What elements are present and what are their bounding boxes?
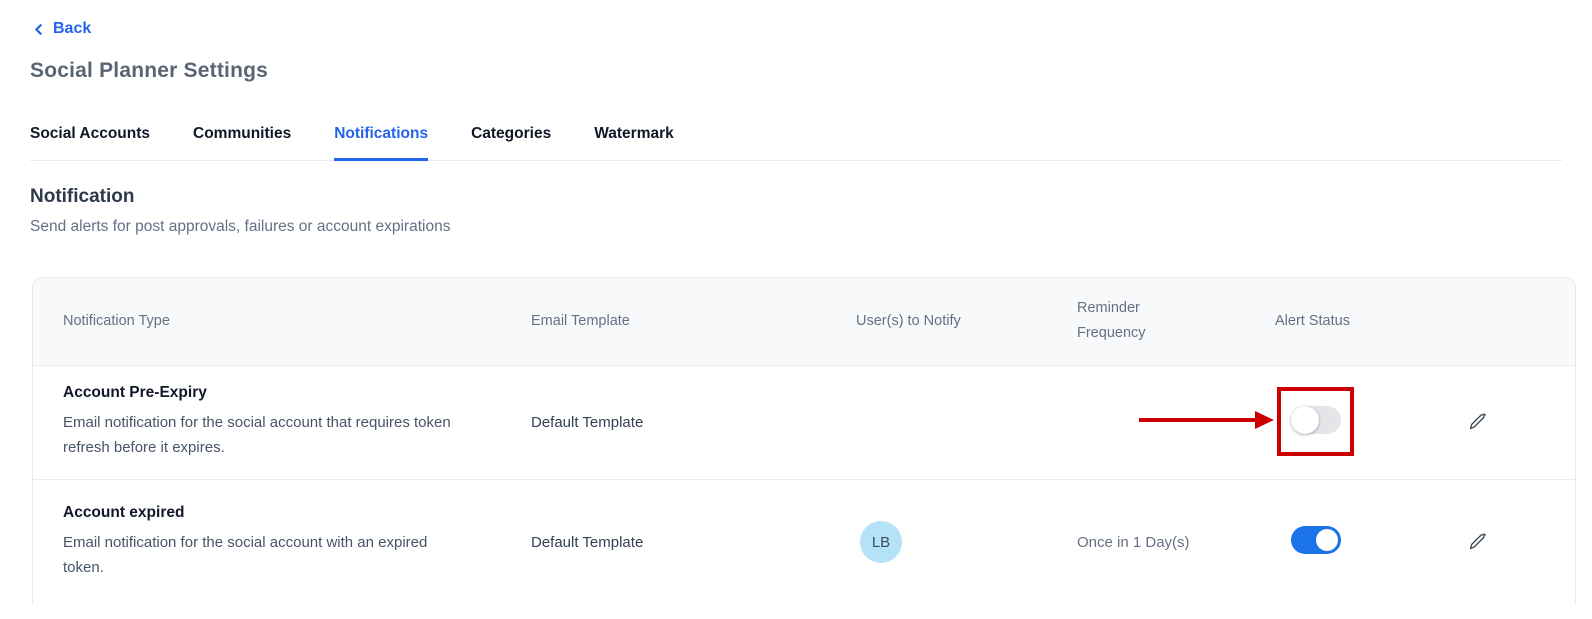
notification-description: Email notification for the social accoun…	[63, 533, 428, 576]
tab-bar: Social Accounts Communities Notification…	[30, 125, 1562, 161]
notification-description: Email notification for the social accoun…	[63, 413, 451, 456]
edit-button[interactable]	[1463, 527, 1492, 556]
tab-notifications[interactable]: Notifications	[334, 125, 429, 161]
tab-watermark[interactable]: Watermark	[594, 124, 674, 142]
annotation-red-arrow	[1139, 410, 1274, 429]
notification-type-cell: Account expired Email notification for t…	[63, 504, 531, 581]
email-template-cell: Default Template	[531, 413, 644, 431]
table-row-account-expired: Account expired Email notification for t…	[33, 478, 1575, 605]
chevron-left-icon	[30, 21, 47, 38]
pencil-icon	[1467, 411, 1488, 432]
toggle-wrap	[1291, 525, 1341, 554]
notification-type-cell: Account Pre-Expiry Email notification fo…	[63, 384, 531, 461]
annotated-toggle-wrap	[1139, 386, 1354, 456]
alert-status-cell	[1275, 525, 1441, 559]
tab-categories[interactable]: Categories	[471, 124, 552, 142]
pencil-icon	[1467, 531, 1488, 552]
toggle-knob	[1316, 528, 1338, 551]
reminder-frequency-cell: Once in 1 Day(s)	[1077, 533, 1190, 551]
column-header-reminder-frequency: Reminder Frequency	[1077, 300, 1146, 341]
notification-title: Account Pre-Expiry	[63, 383, 207, 401]
alert-status-toggle[interactable]	[1291, 525, 1341, 554]
tab-social-accounts[interactable]: Social Accounts	[30, 124, 151, 142]
column-header-notification-type: Notification Type	[63, 313, 170, 329]
email-template-cell: Default Template	[531, 533, 644, 551]
section-heading: Notification	[30, 185, 135, 207]
toggle-knob	[1291, 405, 1319, 434]
back-link[interactable]: Back	[30, 20, 91, 38]
actions-cell	[1441, 407, 1575, 437]
alert-status-cell	[1139, 386, 1441, 456]
alert-status-toggle[interactable]	[1291, 405, 1341, 434]
column-header-users-to-notify: User(s) to Notify	[856, 313, 961, 329]
edit-button[interactable]	[1463, 407, 1492, 436]
section-subheading: Send alerts for post approvals, failures…	[30, 217, 451, 235]
notification-title: Account expired	[63, 503, 185, 521]
notifications-table: Notification Type Email Template User(s)…	[32, 276, 1576, 605]
tab-communities[interactable]: Communities	[193, 124, 292, 142]
back-label: Back	[53, 20, 92, 37]
column-header-alert-status: Alert Status	[1275, 313, 1350, 329]
table-row-account-pre-expiry: Account Pre-Expiry Email notification fo…	[33, 364, 1575, 479]
column-header-email-template: Email Template	[531, 313, 630, 329]
actions-cell	[1441, 527, 1575, 557]
table-header-row: Notification Type Email Template User(s)…	[33, 277, 1575, 365]
users-to-notify-cell: LB	[856, 521, 1077, 563]
page-title: Social Planner Settings	[30, 58, 268, 82]
avatar: LB	[860, 521, 902, 563]
